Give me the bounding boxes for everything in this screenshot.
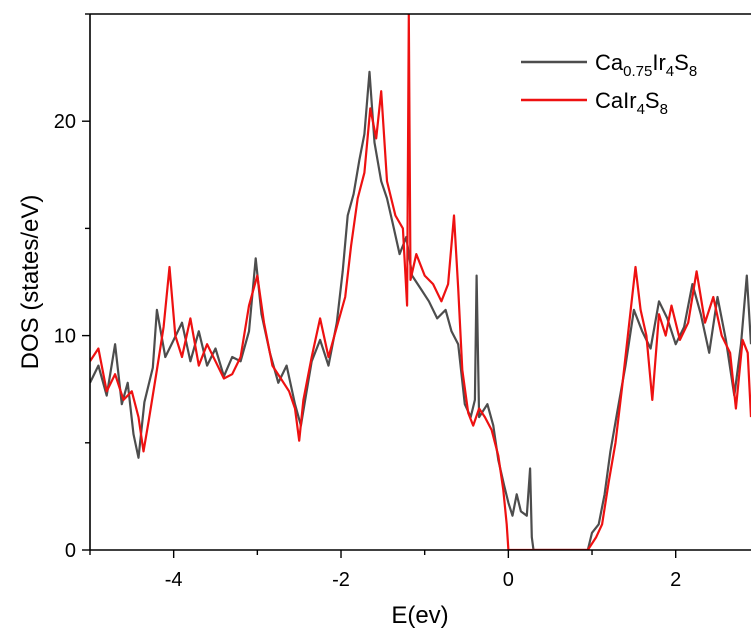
y-tick-label: 0 — [65, 540, 76, 562]
legend-label-1: CaIr4S8 — [595, 88, 668, 118]
legend: Ca0.75Ir4S8 CaIr4S8 — [521, 50, 697, 118]
x-axis-label: E(ev) — [391, 602, 448, 629]
x-tick-label: -2 — [332, 569, 350, 591]
legend-label-0: Ca0.75Ir4S8 — [595, 50, 697, 80]
x-tick-label: 0 — [503, 569, 514, 591]
series-layer — [90, 14, 751, 550]
x-tick-label: -4 — [165, 569, 183, 591]
y-tick-label: 10 — [54, 326, 76, 348]
series-line-1 — [90, 14, 751, 550]
y-tick-label: 20 — [54, 111, 76, 133]
series-line-0 — [90, 70, 751, 550]
x-tick-label: 2 — [670, 569, 681, 591]
y-axis-label: DOS (states/eV) — [17, 195, 44, 370]
